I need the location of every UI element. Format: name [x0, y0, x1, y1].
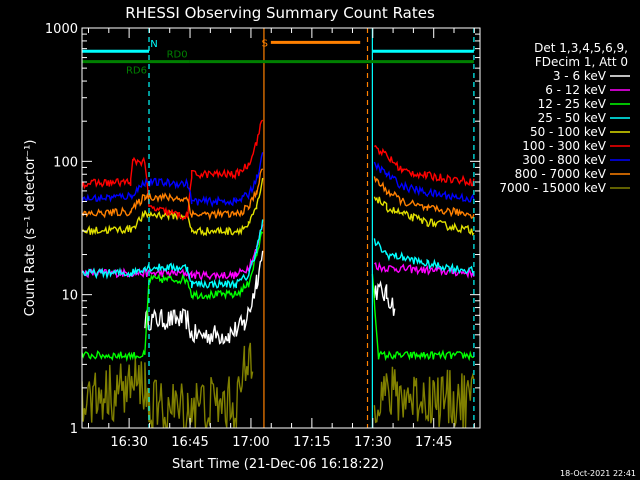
x-tick-label: 16:45 — [171, 435, 208, 450]
legend-entry-label: 3 - 6 keV — [553, 69, 607, 83]
series-line-50-100-kev — [82, 177, 475, 237]
flag-label-rd0: RD0 — [167, 50, 188, 61]
footer-timestamp: 18-Oct-2021 22:41 — [560, 469, 636, 478]
x-tick-label: 16:30 — [110, 435, 147, 450]
series-line-3-6-kev — [144, 250, 396, 345]
series-line-100-300-kev — [82, 119, 475, 221]
legend-entry-label: 6 - 12 keV — [545, 83, 607, 97]
y-tick-label: 100 — [53, 155, 78, 170]
legend-entry-label: 100 - 300 keV — [522, 139, 606, 153]
legend-entry-label: 12 - 25 keV — [538, 97, 607, 111]
plot-area — [82, 28, 475, 428]
series-line-7000-15000-kev — [82, 342, 475, 428]
legend-entry-label: 300 - 800 keV — [522, 153, 606, 167]
flag-label-s: S — [262, 38, 268, 49]
x-tick-label: 17:00 — [232, 435, 269, 450]
x-axis-label: Start Time (21-Dec-06 16:18:22) — [172, 457, 384, 472]
legend-entry-label: 800 - 7000 keV — [515, 167, 607, 181]
y-axis-label: Count Rate (s⁻¹ detector⁻¹) — [23, 140, 38, 317]
legend-header-line-1: Det 1,3,4,5,6,9, — [534, 41, 628, 55]
series-line-25-50-kev — [82, 219, 475, 290]
flag-label-rd6: RD6 — [126, 66, 147, 77]
series-line-800-7000-kev — [82, 168, 475, 221]
series-line-12-25-kev — [82, 230, 475, 363]
legend: Det 1,3,4,5,6,9, FDecim 1, Att 0 3 - 6 k… — [499, 41, 630, 195]
x-tick-label: 17:15 — [293, 435, 330, 450]
flag-label-n: N — [150, 39, 157, 50]
legend-header-line-2: FDecim 1, Att 0 — [535, 55, 628, 69]
x-tick-label: 17:30 — [354, 435, 391, 450]
chart-title: RHESSI Observing Summary Count Rates — [125, 4, 435, 22]
y-tick-label: 10 — [61, 289, 78, 304]
plot-frame — [81, 27, 481, 429]
y-tick-label: 1 — [70, 422, 78, 437]
legend-entry-label: 50 - 100 keV — [530, 125, 607, 139]
y-tick-label: 1000 — [45, 22, 78, 37]
x-tick-label: 17:45 — [415, 435, 452, 450]
legend-entry-label: 25 - 50 keV — [538, 111, 607, 125]
series-line-300-800-kev — [82, 152, 475, 208]
legend-entry-label: 7000 - 15000 keV — [499, 181, 606, 195]
